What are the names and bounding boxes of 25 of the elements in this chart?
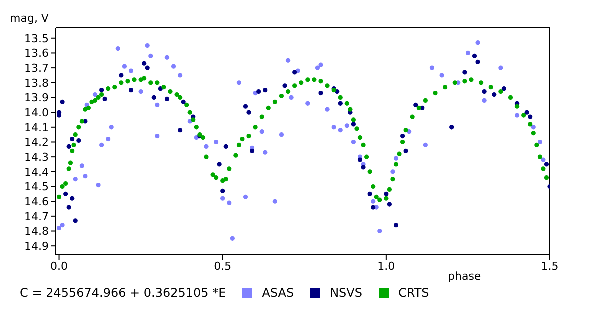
legend-label: CRTS (398, 286, 430, 300)
x-tick-label: 0.0 (50, 260, 68, 273)
y-tick-label: 13.9 (24, 92, 49, 105)
x-tick-label: 1.5 (541, 260, 559, 273)
y-tick-label: 14.3 (24, 150, 49, 164)
y-tick-label: 14.4 (24, 166, 49, 179)
x-axis-title: phase (448, 270, 482, 283)
y-tick-label: 14.9 (24, 240, 49, 254)
y-tick-label: 14.5 (24, 180, 49, 194)
y-tick-label: 13.7 (24, 62, 49, 75)
y-tick-label: 13.5 (24, 32, 49, 46)
text: C = 2455674.966 + 0.3625105 *E (20, 286, 226, 300)
x-tick-label: 0.5 (214, 260, 232, 273)
legend-label: NSVS (330, 286, 362, 300)
y-tick-label: 14.7 (24, 210, 49, 224)
y-tick-label: 14.8 (24, 225, 49, 238)
y-tick-label: 13.8 (24, 76, 49, 90)
y-tick-label: 13.6 (24, 47, 49, 60)
y-tick-label: 14.0 (24, 106, 49, 120)
y-tick-label: 14.2 (24, 136, 49, 150)
legend-label: ASAS (262, 286, 294, 300)
y-tick-label: 14.1 (24, 121, 49, 134)
x-tick-label: 1.0 (378, 260, 396, 273)
y-tick-label: 14.6 (24, 195, 49, 208)
y-axis-title: mag, V (10, 12, 49, 25)
